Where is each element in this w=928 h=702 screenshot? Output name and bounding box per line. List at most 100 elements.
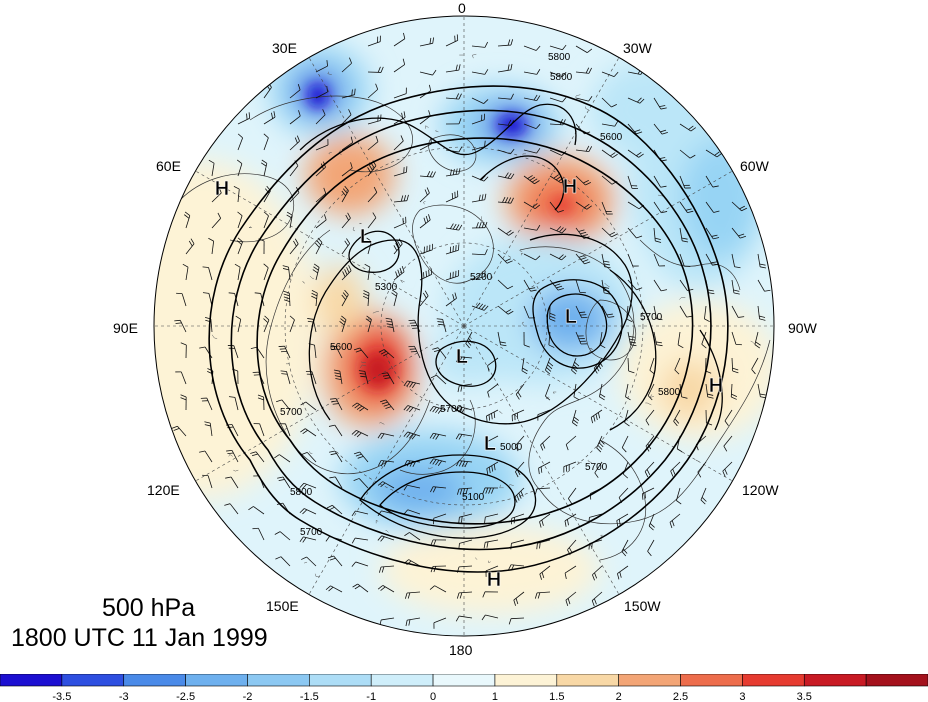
border-segment <box>585 106 590 111</box>
wind-barb <box>377 460 395 467</box>
wind-barb <box>515 435 525 452</box>
wind-barb <box>471 302 489 311</box>
level-label: 500 hPa <box>102 594 196 622</box>
border-segment <box>379 422 385 425</box>
border-segment <box>434 129 439 133</box>
border-segment <box>248 226 253 228</box>
border-segment <box>488 560 491 564</box>
wind-barb <box>445 270 460 281</box>
wind-barb <box>367 83 379 99</box>
wind-barb <box>641 487 655 500</box>
wind-barb <box>575 201 592 210</box>
wind-barb <box>393 58 406 73</box>
wind-barb <box>393 216 407 229</box>
wind-barb <box>236 237 243 255</box>
wind-barb <box>679 253 691 267</box>
coastline <box>412 204 494 284</box>
border-segment <box>645 402 652 406</box>
wind-barb <box>429 432 447 440</box>
wind-barb <box>393 194 409 203</box>
contour-label: 5300 <box>375 282 398 293</box>
anomaly-region <box>154 160 320 500</box>
wind-barb <box>705 201 720 213</box>
wind-barb <box>565 435 577 451</box>
wind-barb <box>263 111 276 125</box>
wind-barb <box>471 140 486 151</box>
wind-barb <box>277 476 291 489</box>
wind-barb <box>523 279 537 292</box>
wind-barb <box>627 175 639 190</box>
wind-barb <box>211 187 222 203</box>
wind-barb <box>445 168 461 177</box>
contour-label: 5800 <box>550 72 573 83</box>
wind-barb <box>185 238 195 255</box>
wind-barb <box>455 433 473 440</box>
wind-barb <box>429 585 447 593</box>
wind-barb <box>429 458 447 467</box>
low-pressure-center: L <box>484 433 496 455</box>
wind-barb <box>367 35 381 47</box>
wind-barb <box>408 319 421 333</box>
wind-barb <box>513 591 525 606</box>
wind-barb <box>252 527 265 541</box>
wind-barb <box>433 617 447 629</box>
wind-barb <box>757 253 767 269</box>
coastline <box>519 246 771 525</box>
wind-barb <box>353 347 369 359</box>
wind-barb <box>731 305 745 318</box>
meridian <box>463 325 733 482</box>
wind-barb <box>575 175 591 186</box>
wind-barb <box>601 71 619 78</box>
wind-barb <box>366 237 372 255</box>
wind-barb <box>545 357 554 375</box>
wind-barb <box>497 196 514 204</box>
height-contour <box>546 293 608 357</box>
wind-barb <box>228 396 239 411</box>
wind-barb <box>549 71 567 78</box>
pressure-centers: H H H H L L L L <box>214 176 723 592</box>
wind-barb <box>486 435 499 449</box>
wind-barb <box>601 97 617 108</box>
wind-barb <box>471 270 486 281</box>
wind-barb <box>575 331 587 345</box>
longitude-label: 60W <box>740 158 769 174</box>
wind-barb <box>328 424 343 437</box>
wind-barb <box>315 85 328 99</box>
wind-barb <box>471 221 488 229</box>
wind-barb <box>564 513 577 527</box>
high-pressure-center: H <box>215 178 229 200</box>
wind-barb <box>673 409 681 427</box>
wind-barb <box>301 556 317 567</box>
border-segment <box>521 321 525 327</box>
wind-barb <box>471 249 488 256</box>
wind-barb <box>564 565 577 580</box>
wind-barb <box>393 87 407 99</box>
wind-barb <box>358 370 369 385</box>
wind-barb <box>174 319 187 333</box>
wind-barb <box>341 265 352 281</box>
wind-barb <box>549 201 564 213</box>
wind-barb <box>300 428 317 437</box>
wind-barb <box>486 409 499 422</box>
border-segment <box>589 348 594 350</box>
border-segment <box>522 153 526 155</box>
wind-barb <box>351 561 369 567</box>
wind-barb <box>393 166 408 177</box>
wind-barb <box>341 238 351 255</box>
wind-barb <box>208 159 215 177</box>
wind-barb <box>445 292 457 307</box>
wind-barb <box>534 591 551 599</box>
wind-barb <box>234 263 241 281</box>
wind-barb <box>539 513 551 528</box>
anomaly-region <box>430 335 510 385</box>
wind-barb <box>436 318 447 333</box>
height-contour <box>299 103 577 156</box>
colorbar-tick-label: 2.5 <box>673 691 688 702</box>
wind-barb <box>482 591 499 598</box>
wind-barb <box>393 135 404 151</box>
border-segment <box>385 530 389 533</box>
border-segment <box>309 451 313 454</box>
wind-barb <box>676 487 682 505</box>
border-segment <box>423 201 426 205</box>
wind-barb <box>497 148 515 155</box>
